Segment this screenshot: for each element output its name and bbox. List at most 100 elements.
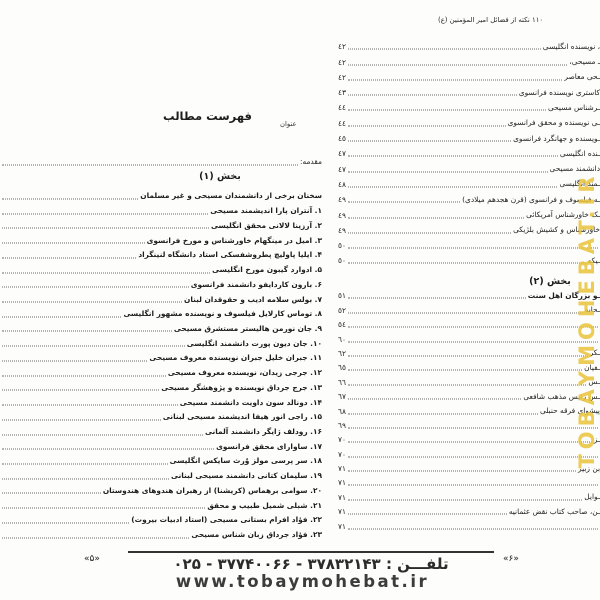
toc-entry: خاورشناس و کشیش بلژیکی ٤٩ xyxy=(338,221,600,236)
toc-entry-text: ـمند انگلیسی xyxy=(559,179,600,189)
toc-entry-page-number: ٤٣ xyxy=(338,88,346,98)
toc-entry: دانشمند مسیحی ٤٧ xyxy=(338,159,600,174)
toc-entry-page-number: ٥٤ xyxy=(338,320,346,330)
toc-entry-text: ـنده انگلیسی xyxy=(559,148,600,158)
toc-entry: کاستری نویسنده فرانسوی ٤٣ xyxy=(338,83,600,98)
toc-entry: ـحابه ٥٢ xyxy=(338,301,600,315)
dot-leader xyxy=(347,484,598,486)
toc-entry: ـز ٧٠ xyxy=(338,431,600,445)
dot-leader xyxy=(347,232,512,234)
toc-entry: ـی نویسنده و محقق فرانسوی ٤٤ xyxy=(338,113,600,128)
toc-entry-text: ـو بزرگان اهل سنت xyxy=(527,290,600,300)
toc-entry-text: ۱۳. جرج جرداق نویسنده و پژوهشگر مسیحی xyxy=(161,382,322,392)
toc-entry-text: ۱۸. سر پرسی مولز وُرث سایکس انگلیسی xyxy=(169,456,322,466)
dot-leader xyxy=(347,513,507,515)
toc-entry-text: ۳. امیل در مینگهام خاورشناس و مورخ فرانس… xyxy=(146,235,322,245)
toc-entry-page-number: ٤٤ xyxy=(338,118,346,128)
toc-entry: ۲. آرزینا لالانی محقق انگلیسی xyxy=(0,217,322,232)
toc-entry: ۱۷. ساوارای محقق فرانسوی xyxy=(0,438,322,453)
toc-entry-text: ـن، صاحب کتاب نقض عثمانیه xyxy=(508,506,600,516)
toc-entry-page-number: ٤٢ xyxy=(338,42,346,52)
toc-entry-text: ۲۳. فؤاد جرداق زبان شناس مسیحی xyxy=(191,530,322,540)
section-2-heading: بخش (۲) xyxy=(529,276,571,287)
toc-entry-text: ـی نویسنده و محقق فرانسوی xyxy=(507,118,600,128)
toc-entry-page-number: ٥١ xyxy=(338,291,346,301)
toc-entry-text: ـحابه xyxy=(584,305,600,315)
toc-list-right-part1: ، نویسنده انگلیسی ٤٢ ـ مسیحی، ٤٢ ـحی معا… xyxy=(338,37,600,266)
dot-leader xyxy=(2,198,139,200)
toc-list-right-part2: ـو بزرگان اهل سنت ٥١ ـحابه ٥٢ ٥٤ ٦٠ ـکر … xyxy=(338,287,600,532)
toc-entry: ۱۲. جرجی زیدان، نویسنده معروف مسیحی xyxy=(0,364,322,379)
toc-entry-text: پیشوای فرقه حنبلی xyxy=(540,406,600,415)
dot-leader xyxy=(347,499,583,501)
dot-leader xyxy=(2,213,209,215)
toc-entry: ۱۳. جرج جرداق نویسنده و پژوهشگر مسیحی xyxy=(0,379,322,394)
dot-leader xyxy=(347,470,577,472)
toc-entry-page-number: ٦٨ xyxy=(338,406,346,416)
toc-entry-page-number: ٤٨ xyxy=(338,179,346,189)
toc-entry: ـحی معاصر ٤٢ xyxy=(338,68,600,83)
dot-leader xyxy=(347,155,558,157)
dot-leader xyxy=(2,286,189,288)
toc-entry-page-number: ٤٤ xyxy=(338,103,346,113)
toc-entry: ـفیان ٦٥ xyxy=(338,359,600,373)
dot-leader xyxy=(2,492,101,494)
toc-entry-text: ـحی معاصر xyxy=(564,72,600,82)
toc-entry-text: ـس xyxy=(588,377,600,387)
toc-entry-page-number: ٤٢ xyxy=(338,57,346,67)
toc-entry-text: ـیکه xyxy=(587,255,600,265)
toc-entry-text: ـز xyxy=(593,434,600,444)
toc-entry-text: ۲۲. فؤاد افرام بستانی مسیحی (استاد ادبیا… xyxy=(131,515,322,525)
toc-entry: ، نویسنده انگلیسی ٤٢ xyxy=(338,37,600,52)
running-header: ۱۱۰ نکته از فضائل امیر المؤمنین (ع) xyxy=(438,16,544,24)
toc-entry: ۶. بارون کاردایفو دانشمند فرانسوی xyxy=(0,276,322,291)
toc-title: فهرست مطالب xyxy=(163,109,252,123)
dot-leader xyxy=(347,326,598,328)
toc-entry: ـس رئیس مذهب شافعی ٦٧ xyxy=(338,388,600,402)
dot-leader xyxy=(347,456,598,458)
toc-entry-intro: مقدمه: xyxy=(0,153,322,168)
toc-entry-text: ـس رئیس مذهب شافعی xyxy=(523,391,600,401)
dot-leader xyxy=(2,507,206,509)
dot-leader xyxy=(2,227,209,229)
dot-leader xyxy=(2,360,148,362)
page-number-left: «۵» xyxy=(84,554,100,564)
toc-entry: ـو بزرگان اهل سنت ٥١ xyxy=(338,287,600,301)
toc-entry: ـ مسیحی، ٤٢ xyxy=(338,52,600,67)
toc-entry-page-number: ٥٠ xyxy=(338,241,346,251)
dot-leader xyxy=(347,398,522,400)
toc-entry: ـکر ٦٢ xyxy=(338,345,600,359)
dot-leader xyxy=(347,262,586,264)
dot-leader xyxy=(347,247,598,249)
toc-entry: ۲۱. شبلی شمیل طبیب و محقق xyxy=(0,496,322,511)
toc-entry-text: ۱۹. سلیمان کتانی دانشمند مسیحی لبنانی xyxy=(170,471,322,481)
toc-entry: ۱۸. سر پرسی مولز وُرث سایکس انگلیسی xyxy=(0,452,322,467)
toc-entry-text: ۱۱. جبران خلیل جبران نویسنده معروف مسیحی xyxy=(149,353,322,363)
dot-leader xyxy=(2,419,161,421)
toc-entry-text: ۲. آرزینا لالانی محقق انگلیسی xyxy=(210,220,322,230)
toc-entry-text: دانشمند مسیحی xyxy=(549,164,600,174)
toc-entry: ـوایل ٧١ xyxy=(338,488,600,502)
dot-leader xyxy=(347,171,548,173)
toc-entry: ـه فیلسوف و فرانسوی (قرن هجدهم میلادی) ٤… xyxy=(338,190,600,205)
toc-entry-text: خاورشناس و کشیش بلژیکی xyxy=(513,225,600,235)
toc-entry-page-number: ٤٩ xyxy=(338,225,346,235)
toc-entry: ـرشناس مسیحی ٤٤ xyxy=(338,98,600,113)
toc-entry: ۱۴. دونالد سون داویت دانشمند مسیحی xyxy=(0,393,322,408)
toc-entry-text: ۱۶. رودلف ژایگر دانشمند آلمانی xyxy=(205,426,322,436)
toc-entry-page-number: ٥٢ xyxy=(338,305,346,315)
dot-leader xyxy=(347,528,598,530)
toc-entry-text: ـه فیلسوف و فرانسوی (قرن هجدهم میلادی) xyxy=(462,194,600,204)
dot-leader xyxy=(2,389,160,391)
toc-entry-page-number: ٧٠ xyxy=(338,449,346,459)
toc-entry: ـویسنده و جهانگرد فرانسوی ٤٥ xyxy=(338,129,600,144)
dot-leader xyxy=(2,330,172,332)
toc-entry-page-number: ٧٠ xyxy=(338,435,346,445)
toc-entry-page-number: ٧١ xyxy=(338,478,346,488)
dot-leader xyxy=(347,413,539,415)
toc-entry-page-number: ٦٠ xyxy=(338,334,346,344)
toc-entry-text: ۲۰. سوامی برهماس (کریشنا) از رهبران هندو… xyxy=(102,485,322,495)
toc-entry: ٦٩ xyxy=(338,417,600,431)
toc-entry-page-number: ٤٥ xyxy=(338,134,346,144)
toc-entry: ـیکه ٥٠ xyxy=(338,251,600,266)
